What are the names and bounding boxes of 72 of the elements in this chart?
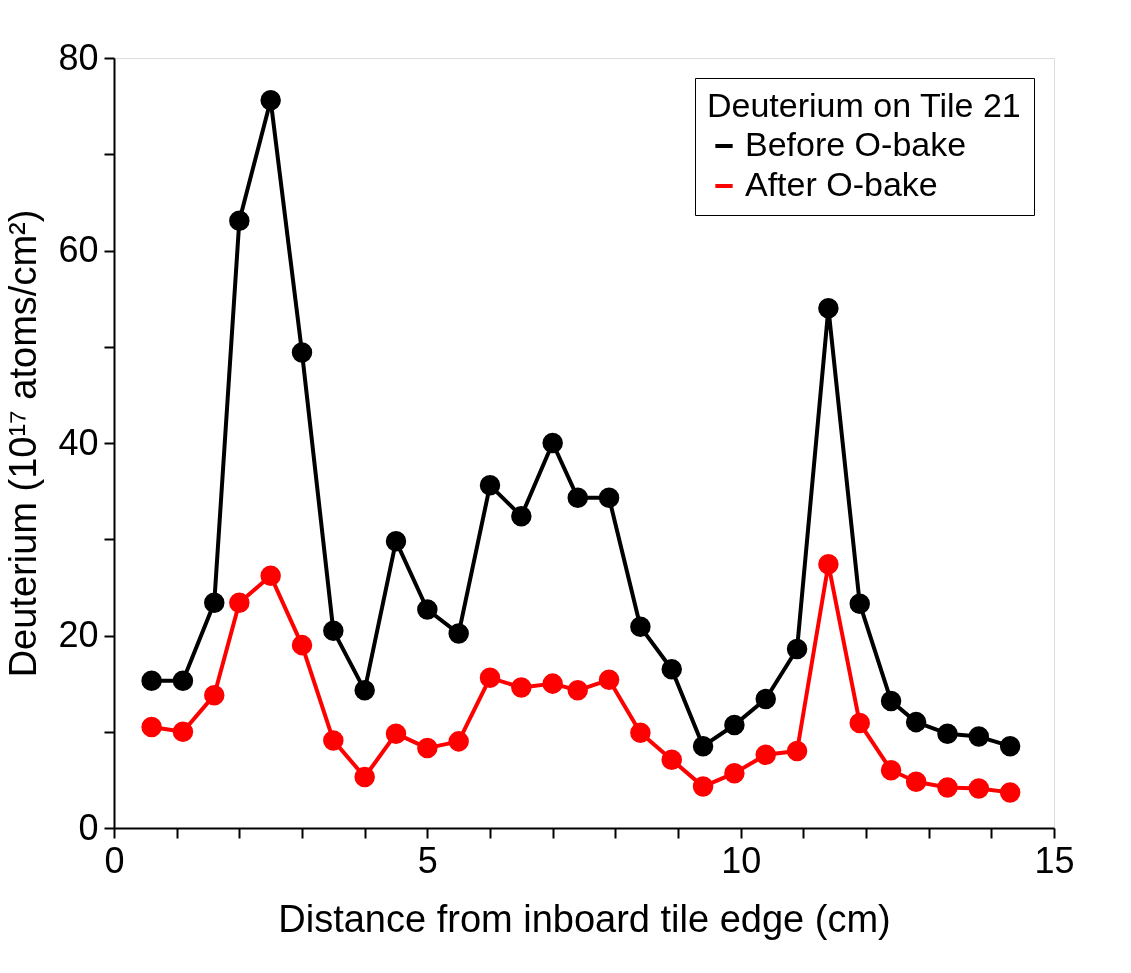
point — [880, 690, 902, 712]
y-axis-title: Deuterium (10¹⁷ atoms/cm²) — [2, 209, 45, 678]
point — [786, 638, 808, 660]
point — [567, 680, 588, 701]
point — [786, 740, 808, 762]
point — [755, 744, 776, 766]
point — [172, 670, 194, 691]
point — [542, 432, 563, 454]
y-tick-label: 40 — [58, 421, 99, 463]
y-tick-label: 80 — [58, 36, 99, 78]
point — [354, 766, 375, 788]
point — [141, 670, 162, 691]
point — [323, 730, 344, 751]
point — [141, 716, 162, 738]
point — [567, 487, 588, 509]
point — [323, 620, 344, 641]
point — [598, 669, 620, 690]
point — [448, 731, 469, 752]
legend-label: Before O-bake — [745, 125, 967, 163]
x-tick-label: 15 — [1034, 839, 1075, 881]
point — [937, 777, 958, 798]
point — [724, 762, 745, 784]
point — [511, 677, 532, 698]
point — [818, 554, 839, 575]
point — [999, 735, 1021, 757]
point — [724, 714, 745, 736]
point — [755, 688, 776, 710]
point — [291, 634, 313, 656]
point — [417, 599, 438, 620]
point — [204, 592, 225, 613]
point — [229, 592, 250, 613]
point — [937, 723, 958, 744]
point — [968, 778, 990, 799]
point — [968, 726, 990, 747]
point — [417, 737, 438, 759]
point — [849, 712, 870, 734]
point — [542, 673, 563, 694]
point — [448, 623, 469, 644]
point — [692, 776, 714, 797]
point — [630, 616, 651, 638]
point — [630, 722, 651, 743]
point — [260, 565, 281, 587]
x-tick-label: 5 — [417, 839, 438, 881]
legend-title: Deuterium on Tile 21 — [707, 86, 1021, 124]
point — [818, 298, 839, 319]
x-axis-title: Distance from inboard tile edge (cm) — [278, 897, 891, 940]
point — [229, 210, 250, 231]
y-tick-label: 60 — [58, 229, 99, 270]
point — [692, 735, 714, 757]
point — [598, 487, 620, 509]
point — [661, 749, 682, 770]
point — [880, 760, 902, 781]
point — [511, 505, 532, 527]
point — [291, 342, 313, 363]
legend-label: After O-bake — [745, 165, 938, 203]
point — [905, 711, 927, 733]
x-tick-label: 0 — [104, 839, 125, 881]
x-tick-label: 10 — [721, 839, 762, 881]
point — [385, 530, 407, 552]
point — [354, 680, 375, 701]
point — [849, 593, 870, 614]
point — [661, 658, 682, 680]
point — [905, 771, 927, 793]
point — [479, 475, 501, 496]
y-tick-label: 20 — [58, 614, 99, 655]
point — [172, 721, 194, 742]
point — [999, 782, 1021, 803]
point — [385, 723, 407, 744]
point — [204, 684, 225, 706]
y-tick-label: 0 — [78, 806, 99, 848]
point — [479, 667, 501, 689]
point — [260, 90, 281, 111]
